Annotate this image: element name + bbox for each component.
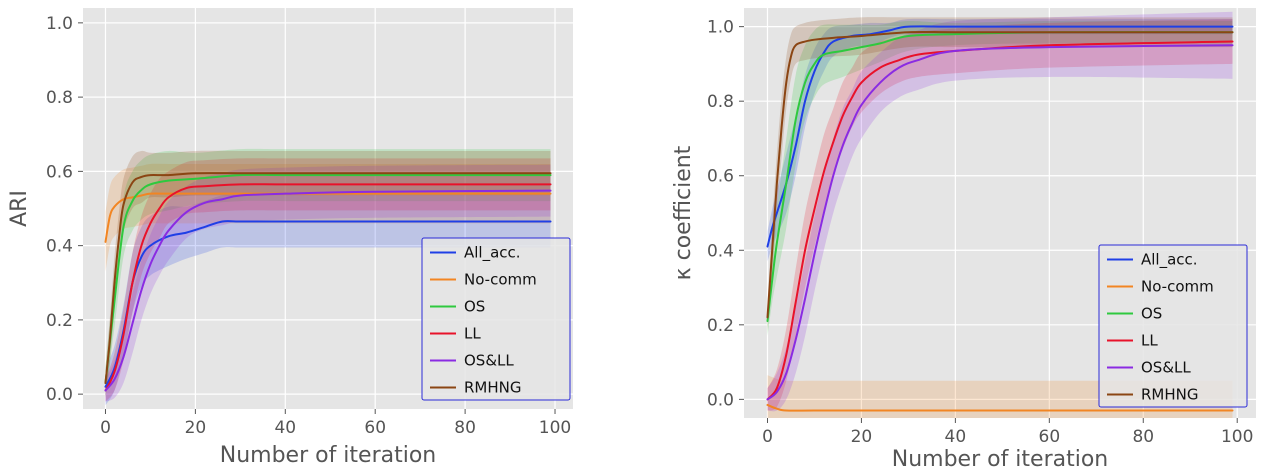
- y-tick-label: 0.8: [46, 88, 73, 108]
- y-axis-label: κ coefficient: [671, 145, 696, 280]
- series-line-rmhng: [104, 172, 552, 385]
- legend-label: No-comm: [464, 271, 537, 289]
- x-tick-label: 20: [185, 418, 207, 438]
- legend-label: OS&LL: [1141, 359, 1191, 377]
- kappa-chart: 0 20 40 60 80 100 0.0 0.2 0.4 0.6 0.8 1.0 Number of …: [671, 8, 1256, 472]
- y-tick-label: 0.0: [46, 385, 73, 405]
- x-axis-label: Number of iteration: [892, 447, 1109, 472]
- x-tick-label: 0: [100, 418, 111, 438]
- series-line-os: [104, 173, 552, 385]
- legend: All_acc. No-comm OS LL OS&LL RMHNG: [421, 237, 571, 401]
- series-line-no-comm: [766, 403, 1234, 412]
- x-axis-label: Number of iteration: [220, 443, 437, 468]
- legend-label: OS&LL: [464, 352, 514, 370]
- y-tick-label: 0.4: [707, 241, 734, 261]
- legend: All_acc. No-comm OS LL OS&LL RMHNG: [1098, 244, 1248, 408]
- y-tick-label: 0.6: [46, 162, 73, 182]
- x-tick-label: 80: [454, 418, 476, 438]
- ari-chart: 0 20 40 60 80 100 0.0 0.2 0.4 0.6 0.8 1.0 Number of …: [7, 8, 573, 468]
- x-tick-label: 60: [1039, 427, 1061, 447]
- legend-label: No-comm: [1141, 278, 1214, 296]
- x-tick-label: 40: [274, 418, 296, 438]
- legend-label: RMHNG: [464, 379, 522, 397]
- y-tick-label: 0.2: [707, 316, 734, 336]
- legend-label: All_acc.: [1141, 251, 1198, 270]
- band-ll: [767, 19, 1233, 411]
- legend-label: RMHNG: [1141, 386, 1199, 404]
- band-all-acc-: [105, 195, 551, 406]
- series-line-os: [766, 31, 1234, 323]
- x-tick-label: 60: [364, 418, 386, 438]
- series-line-os-ll: [104, 189, 552, 392]
- series-line-os-ll: [766, 44, 1234, 401]
- y-tick-label: 0.4: [46, 237, 73, 257]
- legend-label: OS: [464, 298, 485, 316]
- y-axis-label: ARI: [7, 190, 32, 227]
- x-tick-label: 80: [1132, 427, 1154, 447]
- y-tick-label: 1.0: [707, 18, 734, 38]
- y-tick-label: 1.0: [46, 14, 73, 34]
- x-tick-label: 40: [945, 427, 967, 447]
- plot-series: [104, 148, 552, 406]
- y-tick-label: 0.8: [707, 92, 734, 112]
- legend-label: OS: [1141, 305, 1162, 323]
- y-tick-label: 0.6: [707, 167, 734, 187]
- legend-label: All_acc.: [464, 244, 521, 263]
- y-tick-label: 0.0: [707, 390, 734, 410]
- series-line-ll: [104, 183, 552, 392]
- y-tick-label: 0.2: [46, 311, 73, 331]
- band-ll: [105, 158, 551, 402]
- series-line-no-comm: [104, 192, 552, 243]
- legend-box: [421, 237, 571, 401]
- x-tick-label: 20: [851, 427, 873, 447]
- band-rmhng: [767, 17, 1233, 333]
- x-tick-label: 100: [1221, 427, 1253, 447]
- legend-box: [1098, 244, 1248, 408]
- x-tick-label: 0: [762, 427, 773, 447]
- series-line-all-acc-: [766, 25, 1234, 248]
- band-os-ll: [767, 11, 1233, 412]
- series-line-rmhng: [766, 30, 1234, 319]
- band-os: [767, 20, 1233, 337]
- x-tick-label: 100: [539, 418, 571, 438]
- legend-label: LL: [1141, 332, 1158, 350]
- legend-label: LL: [464, 325, 481, 343]
